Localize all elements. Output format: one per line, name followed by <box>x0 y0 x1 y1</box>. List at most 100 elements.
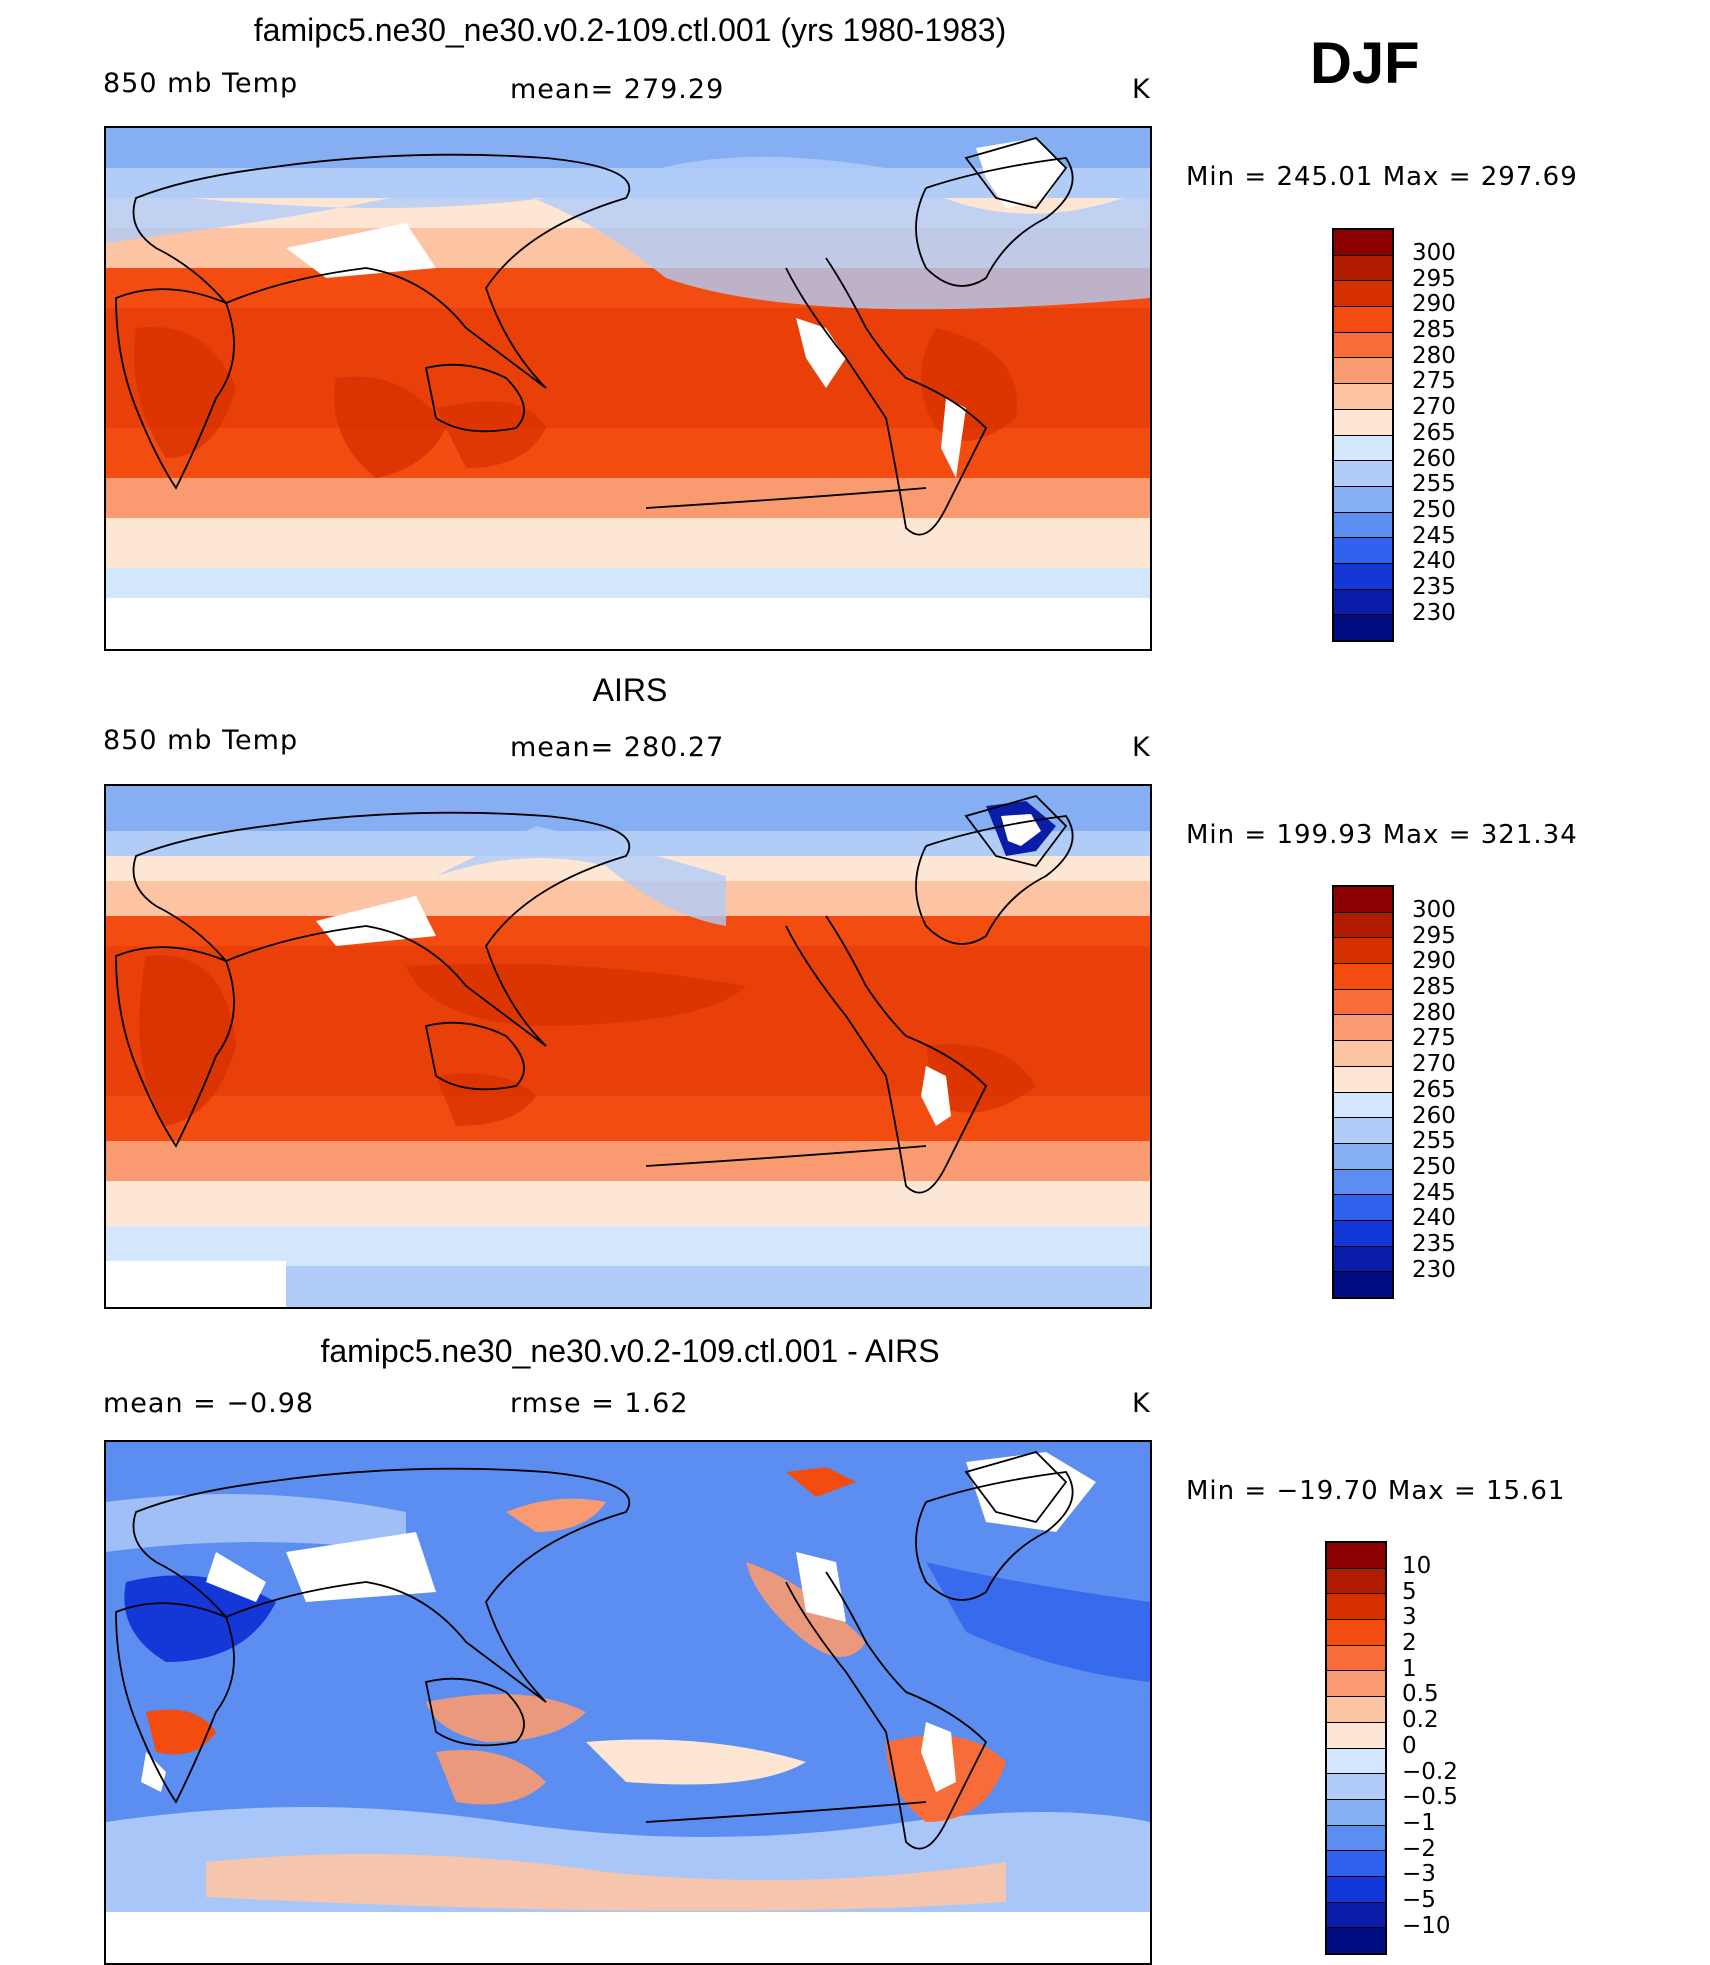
panel-2-colorbar-ticks: 300 295 290 285 280 275 270 265 260 255 250 245 240 2… <box>1412 897 1456 1283</box>
colorbar-tick-label: 275 <box>1412 368 1456 395</box>
colorbar-tick-label: 235 <box>1412 1230 1456 1257</box>
colorbar-swatch <box>1334 1220 1392 1247</box>
colorbar-swatch <box>1334 358 1392 385</box>
panel-1-map-field <box>106 128 1150 649</box>
colorbar-swatch <box>1334 1041 1392 1067</box>
colorbar-swatch <box>1334 1272 1392 1297</box>
panel-1-minmax: Min = 245.01 Max = 297.69 <box>1186 162 1578 192</box>
colorbar-swatch <box>1334 1246 1392 1273</box>
colorbar-swatch <box>1334 486 1392 513</box>
colorbar-tick-label: 300 <box>1412 897 1456 923</box>
colorbar-tick-label: 270 <box>1412 1051 1456 1078</box>
colorbar-tick-label: −5 <box>1402 1886 1436 1913</box>
colorbar-tick-label: −1 <box>1402 1809 1436 1836</box>
colorbar-swatch <box>1334 989 1392 1016</box>
colorbar-tick-label: −10 <box>1402 1912 1451 1939</box>
colorbar-swatch <box>1327 1543 1385 1569</box>
colorbar-swatch <box>1334 1015 1392 1042</box>
colorbar-tick-label: 280 <box>1412 342 1456 369</box>
colorbar-swatch <box>1334 230 1392 256</box>
colorbar-tick-label: 0.5 <box>1402 1681 1439 1708</box>
colorbar-tick-label: 295 <box>1412 922 1456 949</box>
colorbar-swatch <box>1327 1645 1385 1672</box>
colorbar-swatch <box>1334 461 1392 487</box>
colorbar-tick-label: −3 <box>1402 1861 1436 1888</box>
colorbar-swatch <box>1334 332 1392 359</box>
colorbar-tick-label: 265 <box>1412 1076 1456 1103</box>
colorbar-tick-label: 10 <box>1402 1553 1432 1579</box>
panel-1-units-label: K <box>1132 74 1151 105</box>
panel-3-units-label: K <box>1132 1388 1151 1419</box>
colorbar-swatch <box>1327 1902 1385 1929</box>
panel-3-colorbar <box>1325 1541 1387 1955</box>
colorbar-swatch <box>1334 512 1392 539</box>
colorbar-tick-label: 285 <box>1412 974 1456 1001</box>
panel-3-map-field <box>106 1442 1150 1963</box>
colorbar-swatch <box>1327 1928 1385 1953</box>
panel-1-map <box>104 126 1152 651</box>
colorbar-swatch <box>1334 563 1392 590</box>
colorbar-swatch <box>1327 1876 1385 1903</box>
panel-2-minmax: Min = 199.93 Max = 321.34 <box>1186 820 1578 850</box>
colorbar-tick-label: 250 <box>1412 1153 1456 1180</box>
colorbar-tick-label: 0 <box>1402 1732 1417 1759</box>
colorbar-swatch <box>1334 1092 1392 1119</box>
panel-2-map <box>104 784 1152 1309</box>
colorbar-swatch <box>1334 307 1392 333</box>
colorbar-swatch <box>1327 1748 1385 1775</box>
colorbar-swatch <box>1327 1671 1385 1698</box>
colorbar-tick-label: 270 <box>1412 394 1456 421</box>
colorbar-swatch <box>1334 589 1392 616</box>
colorbar-swatch <box>1327 1722 1385 1749</box>
panel-2-colorbar <box>1332 885 1394 1299</box>
panel-3-colorbar-ticks: 10 5 3 2 1 0.5 0.2 0 −0.2 −0.5 −1 −2 −3 −5 −10 <box>1402 1553 1458 1939</box>
panel-1-mean-label: mean= 279.29 <box>510 74 725 105</box>
colorbar-swatch <box>1334 1169 1392 1196</box>
colorbar-tick-label: 230 <box>1412 1256 1456 1283</box>
colorbar-swatch <box>1334 281 1392 308</box>
panel-3-minmax: Min = −19.70 Max = 15.61 <box>1186 1476 1566 1506</box>
panel-2-units-label: K <box>1132 732 1151 763</box>
panel-3-map <box>104 1440 1152 1965</box>
colorbar-swatch <box>1334 938 1392 965</box>
colorbar-swatch <box>1327 1799 1385 1826</box>
season-label: DJF <box>1310 31 1420 96</box>
colorbar-tick-label: 235 <box>1412 573 1456 600</box>
colorbar-tick-label: −0.2 <box>1402 1758 1458 1785</box>
colorbar-swatch <box>1334 384 1392 410</box>
colorbar-swatch <box>1334 435 1392 462</box>
colorbar-swatch <box>1334 887 1392 913</box>
colorbar-swatch <box>1327 1594 1385 1621</box>
colorbar-tick-label: 255 <box>1412 471 1456 498</box>
colorbar-tick-label: −2 <box>1402 1835 1436 1862</box>
panel-3-rmse-label: rmse = 1.62 <box>510 1388 689 1419</box>
colorbar-tick-label: 255 <box>1412 1128 1456 1155</box>
panel-3-mean-label: mean = −0.98 <box>103 1388 315 1419</box>
panel-1-colorbar-ticks: 300 295 290 285 280 275 270 265 260 255 250 245 240 2… <box>1412 240 1456 626</box>
colorbar-tick-label: 260 <box>1412 1102 1456 1129</box>
colorbar-swatch <box>1327 1825 1385 1852</box>
colorbar-swatch <box>1334 912 1392 939</box>
colorbar-swatch <box>1334 538 1392 564</box>
colorbar-tick-label: 0.2 <box>1402 1707 1439 1734</box>
panel-1-colorbar <box>1332 228 1394 642</box>
colorbar-swatch <box>1327 1774 1385 1800</box>
colorbar-tick-label: 260 <box>1412 445 1456 472</box>
colorbar-tick-label: 265 <box>1412 419 1456 446</box>
colorbar-tick-label: 240 <box>1412 548 1456 575</box>
colorbar-tick-label: 1 <box>1402 1655 1417 1682</box>
colorbar-swatch <box>1334 409 1392 436</box>
colorbar-tick-label: 2 <box>1402 1630 1417 1657</box>
colorbar-tick-label: 240 <box>1412 1205 1456 1232</box>
colorbar-swatch <box>1334 1118 1392 1144</box>
colorbar-tick-label: 275 <box>1412 1025 1456 1052</box>
colorbar-tick-label: 245 <box>1412 522 1456 549</box>
colorbar-swatch <box>1334 964 1392 990</box>
panel-2-map-field <box>106 786 1150 1307</box>
colorbar-swatch <box>1327 1697 1385 1723</box>
colorbar-swatch <box>1327 1851 1385 1877</box>
colorbar-swatch <box>1334 1195 1392 1221</box>
panel-2-title: AIRS <box>592 672 668 708</box>
colorbar-tick-label: 245 <box>1412 1179 1456 1206</box>
panel-2-variable-label: 850 mb Temp <box>103 725 299 756</box>
